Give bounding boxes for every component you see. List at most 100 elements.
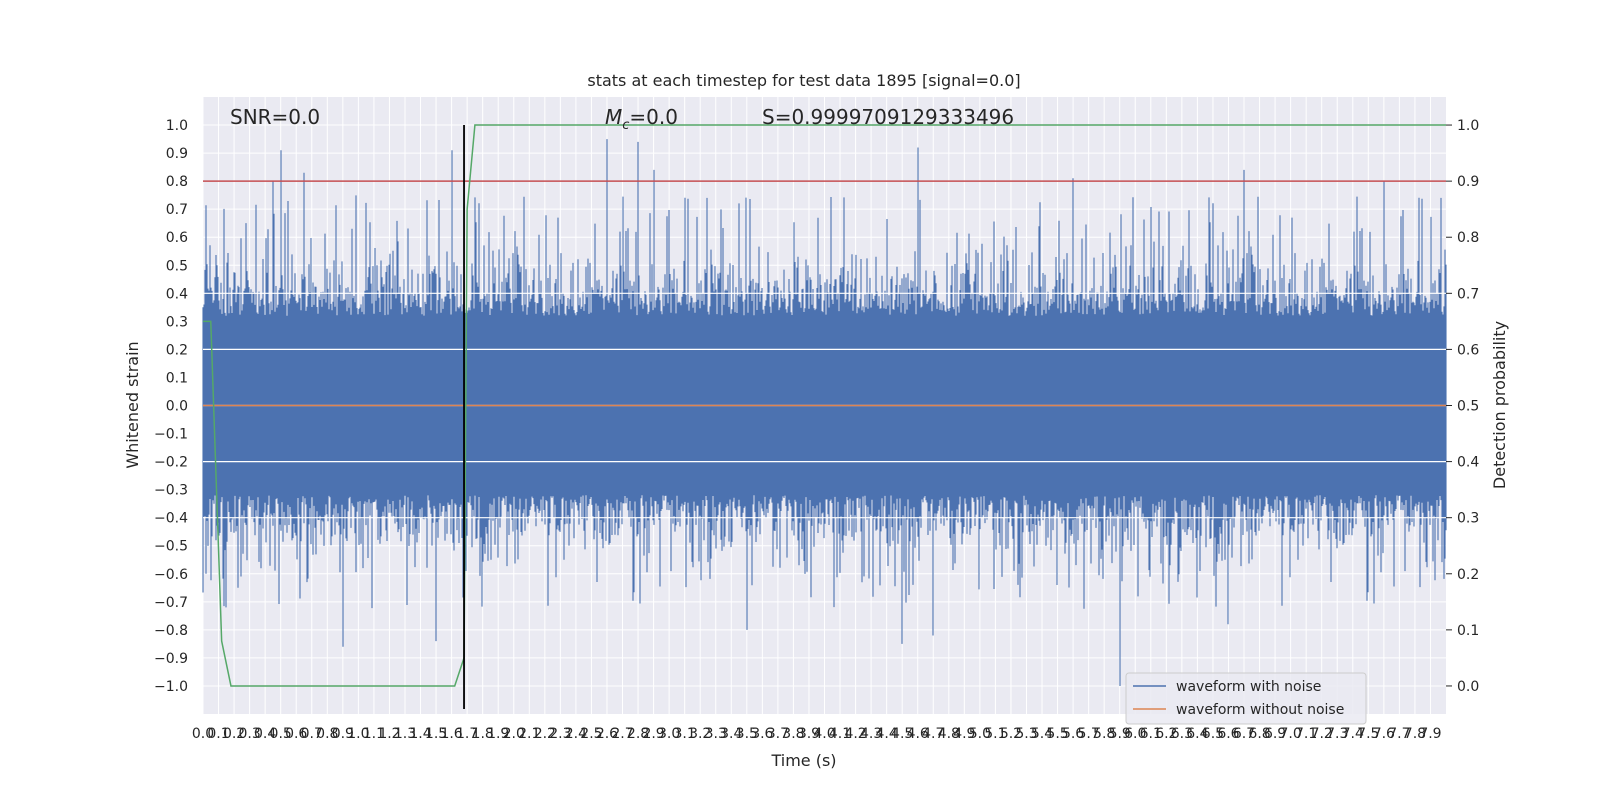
x-tick-label: 0.5	[270, 726, 292, 742]
x-tick-label: 6.4	[1186, 726, 1208, 742]
y-tick-label-left: −0.6	[154, 567, 188, 583]
y-tick-label-left: 0.7	[166, 202, 188, 218]
legend: waveform with noise waveform without noi…	[1125, 672, 1367, 725]
y-tick-label-left: −0.7	[154, 595, 188, 611]
y-tick-label-right: 0.8	[1457, 230, 1479, 246]
x-tick-label: 0.7	[301, 726, 323, 742]
y-tick-label-left: 0.2	[166, 342, 188, 358]
x-tick-label: 7.5	[1357, 726, 1379, 742]
y-tick-label-left: 0.5	[166, 258, 188, 274]
x-tick-label: 5.9	[1109, 726, 1131, 742]
axes: 0.00.10.20.30.40.50.60.70.80.91.01.11.21…	[154, 118, 1479, 742]
x-tick-label: 2.3	[549, 726, 571, 742]
x-tick-label: 4.2	[844, 726, 866, 742]
x-tick-label: 0.1	[207, 726, 229, 742]
y-tick-label-left: −0.8	[154, 623, 188, 639]
x-tick-label: 2.6	[596, 726, 618, 742]
x-tick-label: 4.6	[907, 726, 929, 742]
x-tick-label: 0.4	[254, 726, 276, 742]
x-tick-label: 6.5	[1202, 726, 1224, 742]
x-tick-label: 5.7	[1078, 726, 1100, 742]
significance-annotation: S=0.9999709129333496	[762, 105, 1014, 129]
x-tick-label: 7.6	[1373, 726, 1395, 742]
x-tick-label: 3.1	[674, 726, 696, 742]
x-tick-label: 6.1	[1140, 726, 1162, 742]
x-tick-label: 6.8	[1248, 726, 1270, 742]
y-axis-label-right: Detection probability	[1490, 321, 1509, 489]
x-tick-label: 3.5	[736, 726, 758, 742]
x-tick-label: 7.1	[1295, 726, 1317, 742]
x-tick-label: 5.8	[1093, 726, 1115, 742]
y-tick-label-left: 0.4	[166, 286, 188, 302]
x-tick-label: 2.0	[503, 726, 525, 742]
x-tick-label: 6.3	[1171, 726, 1193, 742]
x-tick-label: 5.0	[969, 726, 991, 742]
y-tick-label-right: 0.9	[1457, 174, 1479, 190]
y-tick-label-left: −0.2	[154, 455, 188, 471]
x-tick-label: 7.4	[1342, 726, 1364, 742]
y-tick-label-right: 0.2	[1457, 567, 1479, 583]
x-tick-label: 1.4	[409, 726, 431, 742]
detection-probability-line	[203, 124, 1446, 687]
x-tick-label: 7.8	[1404, 726, 1426, 742]
x-tick-label: 6.7	[1233, 726, 1255, 742]
x-tick-label: 3.9	[798, 726, 820, 742]
y-axis-label-left: Whitened strain	[123, 341, 142, 468]
x-tick-label: 1.9	[487, 726, 509, 742]
x-tick-label: 4.1	[829, 726, 851, 742]
x-tick-label: 6.6	[1217, 726, 1239, 742]
x-tick-label: 0.8	[316, 726, 338, 742]
y-tick-label-right: 0.3	[1457, 511, 1479, 527]
x-tick-label: 3.7	[767, 726, 789, 742]
y-tick-label-left: −0.1	[154, 427, 188, 443]
x-axis-label: Time (s)	[770, 751, 836, 770]
chirp-mass-value: =0.0	[629, 105, 678, 129]
x-tick-label: 7.0	[1279, 726, 1301, 742]
x-tick-label: 1.6	[440, 726, 462, 742]
plot-area	[202, 97, 1447, 714]
x-tick-label: 0.9	[332, 726, 354, 742]
x-tick-label: 4.0	[813, 726, 835, 742]
x-tick-label: 2.5	[580, 726, 602, 742]
y-tick-label-left: 0.8	[166, 174, 188, 190]
x-tick-label: 5.4	[1031, 726, 1053, 742]
x-tick-label: 5.3	[1015, 726, 1037, 742]
y-tick-label-left: 0.3	[166, 314, 188, 330]
x-tick-label: 5.2	[1000, 726, 1022, 742]
y-tick-label-left: −0.5	[154, 539, 188, 555]
x-tick-label: 5.6	[1062, 726, 1084, 742]
y-tick-label-left: 0.1	[166, 370, 188, 386]
x-tick-label: 2.8	[627, 726, 649, 742]
y-tick-label-left: −0.4	[154, 511, 188, 527]
y-tick-label-left: −1.0	[154, 679, 188, 695]
x-tick-label: 6.0	[1124, 726, 1146, 742]
x-tick-label: 1.5	[425, 726, 447, 742]
y-tick-label-right: 0.5	[1457, 399, 1479, 415]
x-tick-label: 5.1	[984, 726, 1006, 742]
x-tick-label: 4.4	[876, 726, 898, 742]
x-tick-label: 2.2	[534, 726, 556, 742]
y-tick-label-left: 0.6	[166, 230, 188, 246]
x-tick-label: 2.4	[565, 726, 587, 742]
x-tick-label: 3.4	[720, 726, 742, 742]
x-tick-label: 7.7	[1388, 726, 1410, 742]
x-tick-label: 1.2	[378, 726, 400, 742]
x-tick-label: 7.9	[1419, 726, 1441, 742]
legend-label-waveform-without-noise: waveform without noise	[1176, 702, 1344, 718]
x-tick-label: 3.8	[782, 726, 804, 742]
x-tick-label: 1.7	[456, 726, 478, 742]
x-tick-label: 0.2	[223, 726, 245, 742]
waveform-with-noise-line	[202, 139, 1447, 686]
x-tick-label: 7.2	[1311, 726, 1333, 742]
x-tick-label: 0.0	[192, 726, 214, 742]
y-tick-label-left: 0.9	[166, 146, 188, 162]
x-tick-label: 1.8	[472, 726, 494, 742]
y-tick-label-left: 0.0	[166, 399, 188, 415]
y-tick-label-right: 0.4	[1457, 455, 1479, 471]
y-tick-label-left: −0.9	[154, 651, 188, 667]
x-tick-label: 4.7	[922, 726, 944, 742]
x-tick-label: 1.0	[347, 726, 369, 742]
y-tick-label-left: −0.3	[154, 483, 188, 499]
x-tick-label: 3.2	[689, 726, 711, 742]
